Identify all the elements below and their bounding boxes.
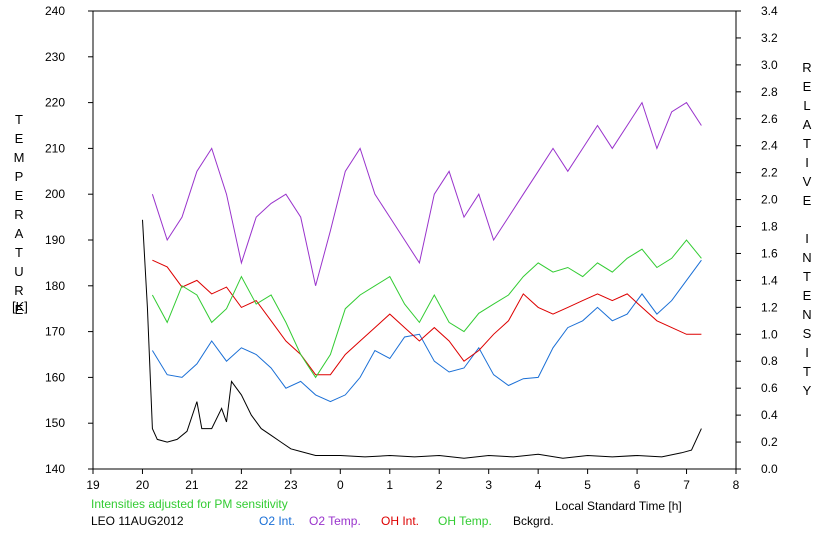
legend-item: O2 Int. xyxy=(259,514,296,528)
x-tick-label: 2 xyxy=(436,478,443,492)
series-line-o2-temp xyxy=(151,101,702,286)
x-tick-label: 1 xyxy=(386,478,393,492)
series-line-oh-temp xyxy=(151,239,702,379)
right-tick-label: 0.0 xyxy=(761,462,778,476)
axis-title-letter: T xyxy=(803,364,811,379)
left-tick-label: 140 xyxy=(45,462,65,476)
axis-title-letter: I xyxy=(805,345,809,360)
left-tick-label: 200 xyxy=(45,187,65,201)
axis-title-letter: I xyxy=(805,155,809,170)
series-line-o2-int xyxy=(151,259,702,403)
legend-item: OH Temp. xyxy=(438,514,492,528)
axis-title-gap xyxy=(805,210,809,229)
right-tick-label: 1.2 xyxy=(761,300,778,314)
right-tick-label: 0.4 xyxy=(761,408,778,422)
x-tick-label: 0 xyxy=(337,478,344,492)
series-layer xyxy=(142,101,702,459)
right-tick-label: 1.6 xyxy=(761,246,778,260)
left-tick-label: 160 xyxy=(45,370,65,384)
axis-title-letter: T xyxy=(15,245,23,260)
right-tick-label: 0.6 xyxy=(761,381,778,395)
axis-title-letter: E xyxy=(14,131,24,146)
axis-title-letter: Y xyxy=(802,383,812,398)
x-tick-label: 19 xyxy=(86,478,100,492)
legend: LEO 11AUG2012 O2 Int. O2 Temp. OH Int. OH T… xyxy=(91,514,791,530)
x-tick-label: 8 xyxy=(733,478,740,492)
series-line-bckgrd xyxy=(142,219,702,459)
legend-item: Bckgrd. xyxy=(513,514,554,528)
right-tick-label: 1.0 xyxy=(761,327,778,341)
left-tick-label: 190 xyxy=(45,233,65,247)
x-tick-label: 7 xyxy=(683,478,690,492)
axis-title-letter: T xyxy=(15,112,23,127)
right-tick-label: 2.4 xyxy=(761,139,778,153)
axis-title-letter: U xyxy=(14,264,24,279)
axis-title-letter: A xyxy=(802,117,812,132)
axis-title-letter: R xyxy=(802,60,812,75)
axis-title-letter: A xyxy=(14,226,24,241)
x-tick-label: 22 xyxy=(235,478,249,492)
axis-title-letter: S xyxy=(802,326,812,341)
axis-title-letter: N xyxy=(802,250,812,265)
axis-title-letter: I xyxy=(805,231,809,246)
legend-item: O2 Temp. xyxy=(309,514,361,528)
left-tick-label: 240 xyxy=(45,4,65,18)
x-tick-label: 4 xyxy=(535,478,542,492)
x-tick-label: 21 xyxy=(185,478,199,492)
right-tick-label: 1.4 xyxy=(761,273,778,287)
axis-title-letter: L xyxy=(803,98,811,113)
left-axis-unit: [K] xyxy=(12,299,28,314)
right-tick-label: 2.2 xyxy=(761,166,778,180)
axis-title-letter: P xyxy=(14,169,24,184)
axis-title-letter: T xyxy=(803,269,811,284)
x-axis-ticks: 19 20 21 22 23 0 1 2 3 4 5 6 7 8 xyxy=(86,469,740,492)
x-tick-label: 6 xyxy=(634,478,641,492)
axis-title-letter: E xyxy=(802,79,812,94)
axis-title-letter: R xyxy=(14,207,24,222)
x-axis-label: Local Standard Time [h] xyxy=(555,499,682,513)
axis-title-letter: R xyxy=(14,283,24,298)
axis-title-letter: E xyxy=(14,188,24,203)
left-tick-label: 230 xyxy=(45,50,65,64)
axis-title-letter: E xyxy=(802,288,812,303)
left-tick-label: 220 xyxy=(45,96,65,110)
right-tick-label: 1.8 xyxy=(761,220,778,234)
left-tick-label: 180 xyxy=(45,279,65,293)
right-tick-label: 3.2 xyxy=(761,31,778,45)
axis-title-letter: M xyxy=(13,150,25,165)
right-tick-label: 0.2 xyxy=(761,435,778,449)
right-tick-label: 2.8 xyxy=(761,85,778,99)
right-axis-ticks: 0.0 0.2 0.4 0.6 0.8 1.0 1.2 1.4 1.6 1.8 2.0 2.2 2.4 2… xyxy=(736,4,778,476)
axis-title-letter: E xyxy=(14,302,24,317)
axis-title-letter: T xyxy=(803,136,811,151)
axis-title-letter: E xyxy=(802,193,812,208)
axis-title-letter: N xyxy=(802,307,812,322)
left-tick-label: 210 xyxy=(45,141,65,155)
sensitivity-note: Intensities adjusted for PM sensitivity xyxy=(91,497,288,511)
right-tick-label: 3.0 xyxy=(761,58,778,72)
right-tick-label: 2.6 xyxy=(761,112,778,126)
legend-item: OH Int. xyxy=(381,514,420,528)
axis-title-letter: V xyxy=(802,174,812,189)
x-tick-label: 5 xyxy=(584,478,591,492)
left-axis-ticks: 140 150 160 170 180 190 200 210 220 230 240 xyxy=(45,4,93,476)
left-tick-label: 150 xyxy=(45,416,65,430)
right-tick-label: 3.4 xyxy=(761,4,778,18)
right-tick-label: 0.8 xyxy=(761,354,778,368)
x-tick-label: 20 xyxy=(136,478,150,492)
left-tick-label: 170 xyxy=(45,325,65,339)
x-tick-label: 23 xyxy=(284,478,298,492)
station-date-label: LEO 11AUG2012 xyxy=(91,514,184,528)
plot-frame xyxy=(92,10,737,470)
series-line-oh-int xyxy=(152,259,702,376)
right-tick-label: 2.0 xyxy=(761,193,778,207)
x-tick-label: 3 xyxy=(485,478,492,492)
